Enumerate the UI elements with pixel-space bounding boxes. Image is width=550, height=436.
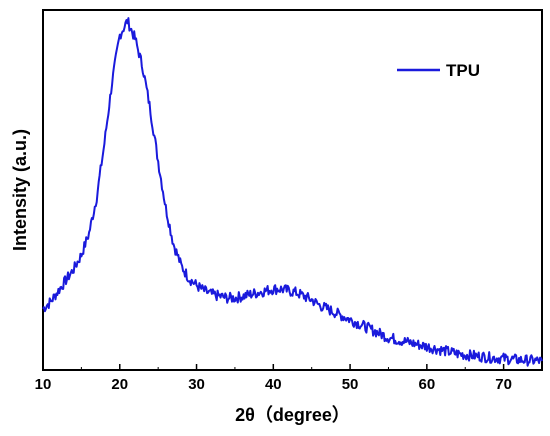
x-axis-title: 2θ（degree） (235, 405, 350, 425)
x-tick-label-60: 60 (419, 376, 436, 393)
x-tick-label-50: 50 (342, 376, 359, 393)
x-tick-label-10: 10 (35, 376, 52, 393)
x-tick-label-30: 30 (188, 376, 205, 393)
x-tick-label-40: 40 (265, 376, 282, 393)
y-axis-title: Intensity (a.u.) (10, 129, 30, 251)
x-tick-label-70: 70 (495, 376, 512, 393)
plot-frame (42, 9, 543, 371)
series-line-tpu (42, 17, 543, 367)
legend: TPU (397, 61, 480, 80)
x-tick-label-20: 20 (111, 376, 128, 393)
x-axis-ticks: 10 20 30 40 50 60 70 (35, 364, 512, 393)
legend-label-tpu: TPU (446, 61, 480, 80)
series-layer (42, 17, 543, 367)
